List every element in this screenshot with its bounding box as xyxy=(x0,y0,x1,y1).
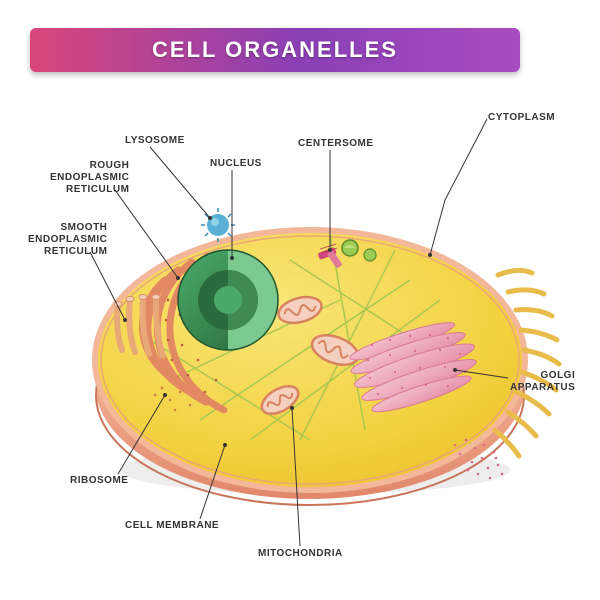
label-centersome: CENTERSOME xyxy=(298,138,374,150)
leader-lysosome xyxy=(150,147,210,218)
smooth-er-shape xyxy=(117,298,163,356)
title-text: CELL ORGANELLES xyxy=(152,37,398,63)
label-ribosome: RIBOSOME xyxy=(70,475,128,487)
vesicles xyxy=(342,240,376,261)
label-lysosome: LYSOSOME xyxy=(125,135,185,147)
cell-illustration xyxy=(0,0,600,600)
leader-smooth_er xyxy=(90,252,125,320)
label-golgi: GOLGI APPARATUS xyxy=(510,370,575,394)
cilia xyxy=(495,270,559,456)
leader-golgi xyxy=(455,370,508,378)
mitochondria-shapes xyxy=(257,293,362,420)
label-cytoplasm: CYTOPLASM xyxy=(488,112,555,124)
label-mitochondria: MITOCHONDRIA xyxy=(258,548,343,560)
lysosome-shape xyxy=(201,208,235,242)
leader-cytoplasm xyxy=(430,119,487,255)
leader-mitochondria xyxy=(292,408,300,546)
label-nucleus: NUCLEUS xyxy=(210,158,262,170)
golgi-shape xyxy=(344,313,486,420)
ribosome-dots xyxy=(165,275,218,394)
leader-membrane xyxy=(200,445,225,519)
centrosome-shape xyxy=(318,244,343,269)
cytoplasm-shape xyxy=(95,230,525,490)
label-smooth_er: SMOOTH ENDOPLASMIC RETICULUM xyxy=(28,222,107,258)
microtubules xyxy=(150,235,460,440)
label-membrane: CELL MEMBRANE xyxy=(125,520,219,532)
secretion-dots xyxy=(454,439,504,480)
leader-rough_er xyxy=(115,190,178,278)
leader-ribosome xyxy=(118,395,165,474)
nucleus-shape xyxy=(178,250,278,350)
diagram-stage: CELL ORGANELLES xyxy=(0,0,600,600)
title-bar: CELL ORGANELLES xyxy=(30,28,520,72)
leader-lines xyxy=(0,0,600,600)
label-rough_er: ROUGH ENDOPLASMIC RETICULUM xyxy=(50,160,129,196)
cell-membrane-shape xyxy=(96,285,524,505)
rough-er-shape xyxy=(142,256,224,410)
